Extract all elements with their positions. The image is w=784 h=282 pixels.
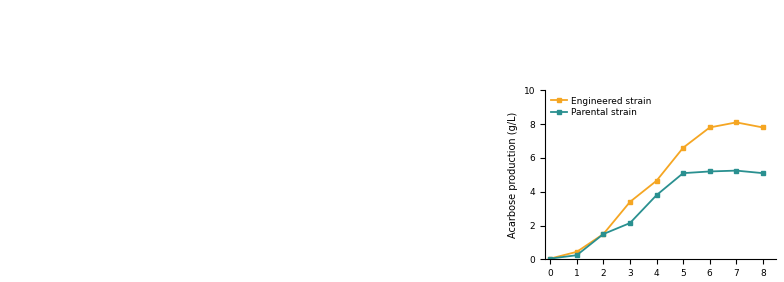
- Engineered strain: [678, 146, 688, 149]
- Engineered strain: [626, 200, 635, 204]
- Parental strain: [678, 171, 688, 175]
- Line: Engineered strain: Engineered strain: [548, 120, 765, 261]
- Y-axis label: Acarbose production (g/L): Acarbose production (g/L): [508, 112, 518, 238]
- Engineered strain: [758, 126, 768, 129]
- Engineered strain: [572, 250, 582, 254]
- Engineered strain: [652, 179, 661, 182]
- Legend: Engineered strain, Parental strain: Engineered strain, Parental strain: [550, 95, 653, 119]
- Engineered strain: [546, 257, 555, 260]
- Engineered strain: [705, 126, 714, 129]
- Engineered strain: [599, 232, 608, 236]
- Parental strain: [546, 257, 555, 260]
- Parental strain: [572, 254, 582, 257]
- Line: Parental strain: Parental strain: [548, 168, 765, 261]
- Engineered strain: [731, 121, 741, 124]
- Parental strain: [758, 171, 768, 175]
- Parental strain: [652, 193, 661, 197]
- Parental strain: [599, 232, 608, 236]
- Parental strain: [705, 170, 714, 173]
- Parental strain: [626, 221, 635, 225]
- Parental strain: [731, 169, 741, 172]
